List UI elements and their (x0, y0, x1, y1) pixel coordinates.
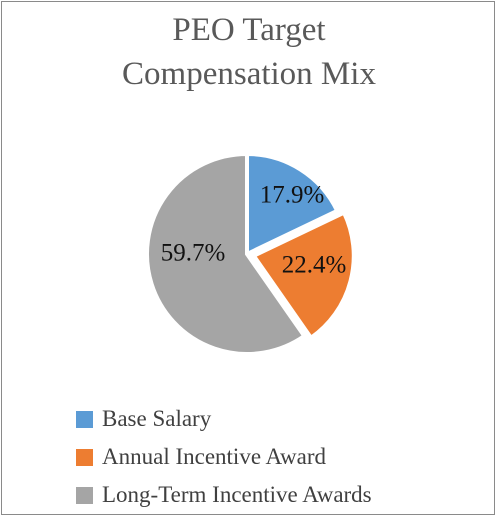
legend-item-annual-incentive-award: Annual Incentive Award (76, 438, 372, 476)
data-label-base-salary: 17.9% (260, 182, 325, 209)
legend-swatch-base-salary (76, 410, 93, 428)
data-label-annual-incentive-award: 22.4% (282, 252, 347, 279)
legend-swatch-annual-incentive-award (76, 448, 93, 466)
chart-title-line-2: Compensation Mix (122, 56, 376, 92)
legend-item-base-salary: Base Salary (76, 400, 372, 438)
legend-item-long-term-incentive-awards: Long-Term Incentive Awards (76, 476, 372, 514)
data-label-long-term-incentive-awards: 59.7% (161, 240, 226, 267)
legend-label-annual-incentive-award: Annual Incentive Award (102, 444, 326, 469)
pie-slice-base-salary (245, 151, 340, 258)
chart-legend: Base Salary Annual Incentive Award Long-… (76, 400, 372, 514)
chart-title-line-1: PEO Target (172, 12, 326, 48)
pie-slice-long-term-incentive-awards (145, 151, 308, 356)
legend-label-base-salary: Base Salary (102, 406, 212, 431)
legend-swatch-long-term-incentive-awards (76, 486, 93, 504)
pie-chart: 17.9% 22.4% 59.7% (145, 151, 356, 356)
pie-slice-annual-incentive-award (250, 209, 356, 341)
legend-label-long-term-incentive-awards: Long-Term Incentive Awards (102, 482, 372, 507)
